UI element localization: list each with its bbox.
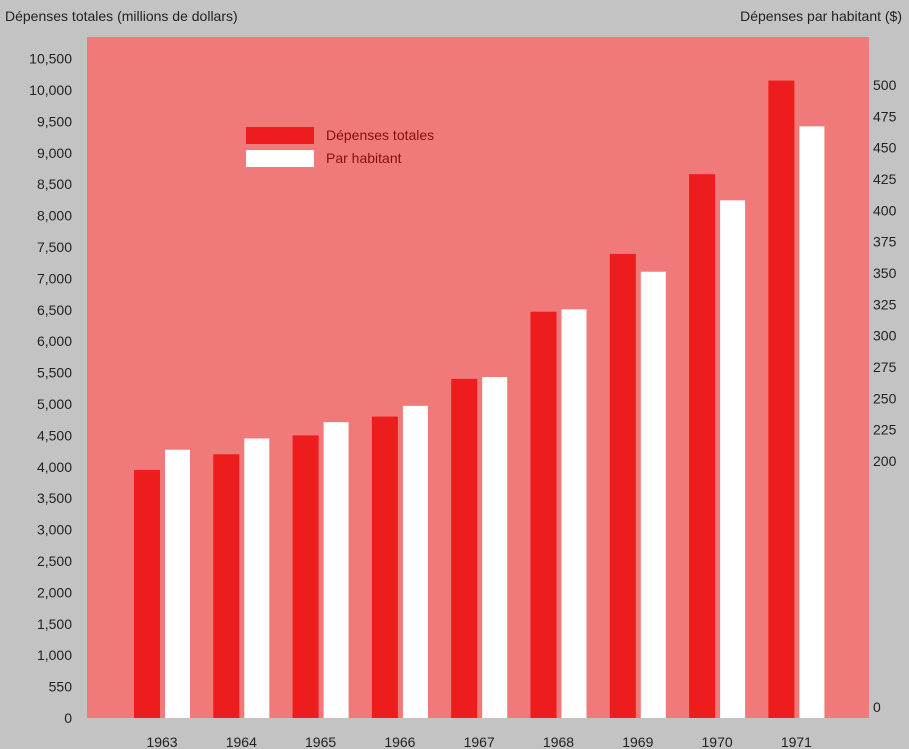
left-tick-label: 6,500 <box>37 302 72 318</box>
right-tick-label: 450 <box>873 140 897 156</box>
right-tick-label: 250 <box>873 390 897 406</box>
legend-swatch-depenses-totales <box>246 127 314 144</box>
x-tick-label: 1971 <box>781 734 812 749</box>
left-tick-labels: 0 550 1,000 1,500 2,000 2,500 3,000 3,500 4,000 4… <box>29 51 72 726</box>
x-tick-label: 1967 <box>464 734 495 749</box>
bar-par-habitant <box>640 271 666 718</box>
plot-area <box>87 37 869 718</box>
left-axis-title: Dépenses totales (millions de dollars) <box>5 8 238 24</box>
left-tick-label: 7,000 <box>37 270 72 286</box>
bar-par-habitant <box>799 126 825 719</box>
left-tick-label: 9,500 <box>37 113 72 129</box>
left-tick-label: 7,500 <box>37 239 72 255</box>
bar-depenses-totales <box>689 174 716 719</box>
right-tick-label: 300 <box>873 328 897 344</box>
left-tick-label: 8,000 <box>37 208 72 224</box>
x-tick-label: 1968 <box>543 734 574 749</box>
left-tick-label: 3,500 <box>37 490 72 506</box>
right-tick-label: 500 <box>873 77 897 93</box>
x-tick-label: 1970 <box>702 734 733 749</box>
left-tick-label: 2,000 <box>37 584 72 600</box>
bar-par-habitant <box>482 377 508 718</box>
right-tick-label: 350 <box>873 265 897 281</box>
bar-depenses-totales <box>213 454 240 718</box>
left-tick-label: 2,500 <box>37 553 72 569</box>
bar-depenses-totales <box>609 253 636 718</box>
left-tick-label: 8,500 <box>37 176 72 192</box>
left-tick-label: 550 <box>49 679 73 695</box>
x-tick-labels: 1963 1964 1965 1966 1967 1968 1969 1970 1971 <box>146 734 812 749</box>
right-tick-label: 225 <box>873 422 897 438</box>
right-tick-label: 425 <box>873 171 897 187</box>
x-tick-label: 1965 <box>305 734 336 749</box>
bar-par-habitant <box>561 309 587 718</box>
bar-depenses-totales <box>768 80 795 718</box>
x-tick-label: 1964 <box>226 734 257 749</box>
left-tick-label: 4,500 <box>37 427 72 443</box>
right-tick-label: 0 <box>873 699 881 715</box>
left-tick-label: 3,000 <box>37 522 72 538</box>
legend-swatch-par-habitant <box>246 150 314 167</box>
bar-par-habitant <box>165 449 190 718</box>
left-tick-label: 6,000 <box>37 333 72 349</box>
bars <box>134 80 825 719</box>
right-axis-title: Dépenses par habitant ($) <box>740 8 902 24</box>
left-tick-label: 0 <box>64 710 72 726</box>
left-tick-label: 5,000 <box>37 396 72 412</box>
bar-par-habitant <box>244 438 270 718</box>
left-tick-label: 1,000 <box>37 647 72 663</box>
left-tick-label: 10,500 <box>29 51 72 67</box>
right-tick-label: 325 <box>873 296 897 312</box>
legend-label-depenses-totales: Dépenses totales <box>326 127 434 143</box>
bar-par-habitant <box>720 200 746 719</box>
bar-depenses-totales <box>134 469 160 718</box>
x-tick-label: 1969 <box>622 734 653 749</box>
left-tick-label: 9,000 <box>37 145 72 161</box>
right-tick-label: 375 <box>873 234 897 250</box>
right-tick-labels: 0 200 225 250 275 300 325 350 375 400 425 450 475 500 <box>873 77 897 715</box>
x-tick-label: 1966 <box>384 734 415 749</box>
right-tick-label: 275 <box>873 359 897 375</box>
bar-depenses-totales <box>292 435 319 718</box>
bar-depenses-totales <box>371 416 398 718</box>
left-tick-label: 1,500 <box>37 616 72 632</box>
left-tick-label: 4,000 <box>37 459 72 475</box>
left-tick-label: 5,500 <box>37 365 72 381</box>
left-tick-label: 10,000 <box>29 82 72 98</box>
bar-depenses-totales <box>451 378 478 718</box>
bar-par-habitant <box>323 422 349 718</box>
legend: Dépenses totales Par habitant <box>246 127 434 167</box>
right-tick-label: 475 <box>873 108 897 124</box>
right-tick-label: 200 <box>873 453 897 469</box>
x-tick-label: 1963 <box>146 734 177 749</box>
right-tick-label: 400 <box>873 202 897 218</box>
legend-label-par-habitant: Par habitant <box>326 150 402 166</box>
bar-par-habitant <box>402 405 428 718</box>
bar-depenses-totales <box>530 311 557 718</box>
